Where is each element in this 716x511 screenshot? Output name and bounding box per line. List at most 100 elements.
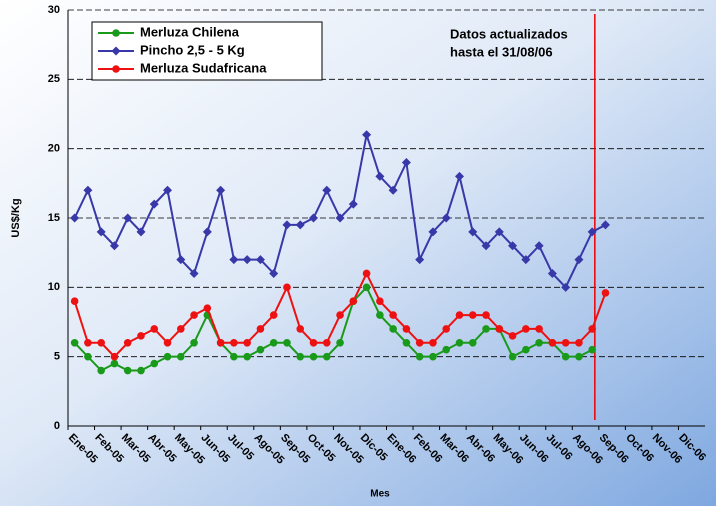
point xyxy=(535,339,543,347)
point xyxy=(111,46,121,56)
point xyxy=(336,339,344,347)
point xyxy=(243,339,251,347)
point xyxy=(84,339,92,347)
point xyxy=(295,220,305,230)
point xyxy=(429,352,437,361)
point xyxy=(574,255,584,265)
point xyxy=(283,283,291,292)
point xyxy=(97,339,105,347)
point xyxy=(255,255,265,265)
point xyxy=(588,325,596,333)
point xyxy=(97,366,105,375)
annotation: Datos actualizados xyxy=(450,26,568,41)
point xyxy=(375,171,385,181)
point xyxy=(163,352,172,361)
point xyxy=(388,185,398,195)
point xyxy=(362,130,372,140)
point xyxy=(256,345,265,354)
point xyxy=(242,255,252,265)
point xyxy=(282,220,292,230)
point xyxy=(176,255,186,265)
point xyxy=(163,339,172,347)
point xyxy=(150,359,159,368)
point xyxy=(150,325,159,333)
point xyxy=(336,311,344,319)
point xyxy=(84,352,92,361)
y-tick-label: 25 xyxy=(48,73,60,85)
y-tick-label: 5 xyxy=(54,351,60,363)
legend-label: Merluza Chilena xyxy=(140,24,240,39)
point xyxy=(123,339,132,347)
point xyxy=(442,325,451,333)
point xyxy=(389,311,397,319)
point xyxy=(269,268,279,278)
point xyxy=(601,289,610,297)
y-tick-label: 15 xyxy=(48,212,60,224)
y-tick-label: 0 xyxy=(54,420,60,432)
point xyxy=(521,255,531,265)
point xyxy=(190,311,198,319)
point xyxy=(495,325,504,333)
point xyxy=(309,352,318,361)
point xyxy=(508,241,518,251)
point xyxy=(482,311,490,319)
point xyxy=(229,255,239,265)
series-line xyxy=(73,285,593,372)
y-axis-title: US$/Kg xyxy=(10,198,22,237)
point xyxy=(575,339,583,347)
point xyxy=(535,325,543,333)
point xyxy=(415,352,424,361)
point xyxy=(269,339,278,347)
point xyxy=(256,325,265,333)
point xyxy=(322,339,331,347)
point xyxy=(335,213,345,223)
legend-label: Merluza Sudafricana xyxy=(140,60,267,75)
point xyxy=(309,339,318,347)
point xyxy=(376,297,384,306)
point xyxy=(177,325,185,333)
point xyxy=(96,227,106,237)
legend-label: Pincho 2,5 - 5 Kg xyxy=(140,42,245,57)
point xyxy=(468,311,477,319)
point xyxy=(508,332,517,340)
point xyxy=(70,213,80,223)
point xyxy=(401,158,411,168)
point xyxy=(428,227,438,237)
point xyxy=(441,213,451,223)
point xyxy=(548,339,557,347)
point xyxy=(83,185,93,195)
point xyxy=(455,339,464,347)
point xyxy=(296,352,305,361)
point xyxy=(230,339,238,347)
point xyxy=(123,366,132,375)
point xyxy=(534,241,544,251)
point xyxy=(136,227,146,237)
point xyxy=(362,269,371,278)
point xyxy=(137,366,145,375)
point xyxy=(561,339,570,347)
point xyxy=(561,352,570,361)
point xyxy=(110,359,119,368)
point xyxy=(600,220,610,230)
point xyxy=(415,339,424,347)
point xyxy=(109,241,119,251)
point xyxy=(243,352,251,361)
point xyxy=(547,268,557,278)
point xyxy=(522,325,530,333)
point xyxy=(348,199,358,209)
point xyxy=(349,297,358,306)
point xyxy=(522,345,530,354)
point xyxy=(189,268,199,278)
point xyxy=(415,255,425,265)
y-tick-label: 20 xyxy=(48,143,60,155)
y-tick-label: 10 xyxy=(48,281,60,293)
point xyxy=(588,345,596,354)
point xyxy=(112,29,120,37)
point xyxy=(70,339,79,347)
point xyxy=(283,339,291,347)
point xyxy=(269,311,278,319)
y-tick-label: 30 xyxy=(48,4,60,16)
point xyxy=(149,199,159,209)
